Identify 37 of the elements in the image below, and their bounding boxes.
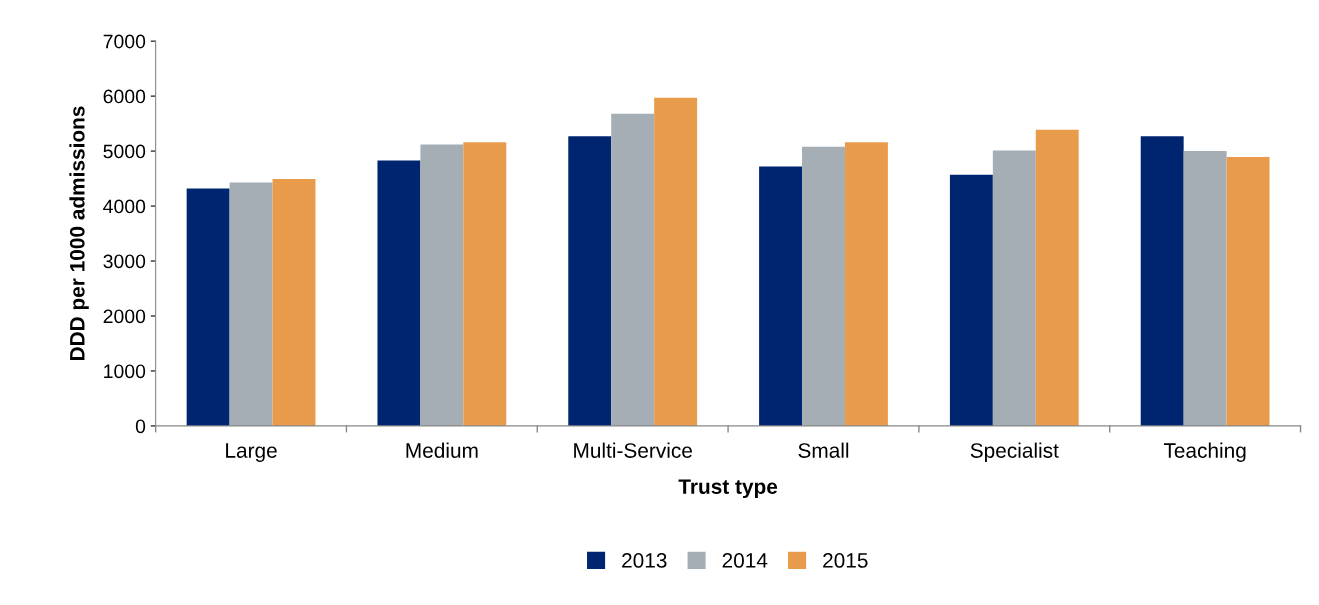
- y-tick-label: 6000: [103, 89, 146, 104]
- bar: [844, 142, 888, 426]
- bar: [611, 113, 655, 426]
- x-tick-label: Multi-Service: [574, 442, 692, 458]
- bar: [377, 160, 421, 426]
- x-tick-label: Medium: [406, 442, 478, 458]
- y-tick-label: 5000: [103, 144, 146, 159]
- bar: [949, 174, 993, 426]
- x-tick-label: Specialist: [970, 442, 1059, 463]
- y-tick-label: 1000: [104, 364, 146, 379]
- bar: [1226, 157, 1270, 426]
- y-tick-label: 7000: [103, 34, 146, 49]
- bar: [186, 188, 230, 426]
- legend-label: 2015: [823, 553, 868, 568]
- x-tick-label: Teaching: [1163, 442, 1246, 463]
- bar: [1183, 151, 1227, 426]
- bar: [992, 150, 1036, 426]
- y-tick-label: 3000: [103, 254, 146, 269]
- y-axis-title: DDD per 1000 admissions: [69, 106, 89, 361]
- y-tick-label: 2000: [103, 309, 146, 324]
- bar: [802, 146, 845, 426]
- legend-label: 2014: [722, 553, 768, 568]
- bar: [759, 166, 803, 426]
- y-tick-label: 4000: [103, 199, 146, 214]
- bar: [229, 182, 273, 426]
- bar: [420, 144, 464, 426]
- bar: [1035, 129, 1079, 426]
- y-tick-label: 0: [135, 419, 146, 434]
- bar: [654, 97, 698, 426]
- x-axis-title: Trust type: [678, 479, 778, 499]
- bar: [272, 179, 316, 426]
- bar: [1140, 136, 1184, 426]
- legend-label: 2013: [622, 553, 667, 568]
- x-tick-label: Small: [798, 442, 849, 458]
- bar: [463, 142, 507, 426]
- x-tick-label: Large: [226, 443, 277, 463]
- bar: [568, 136, 612, 426]
